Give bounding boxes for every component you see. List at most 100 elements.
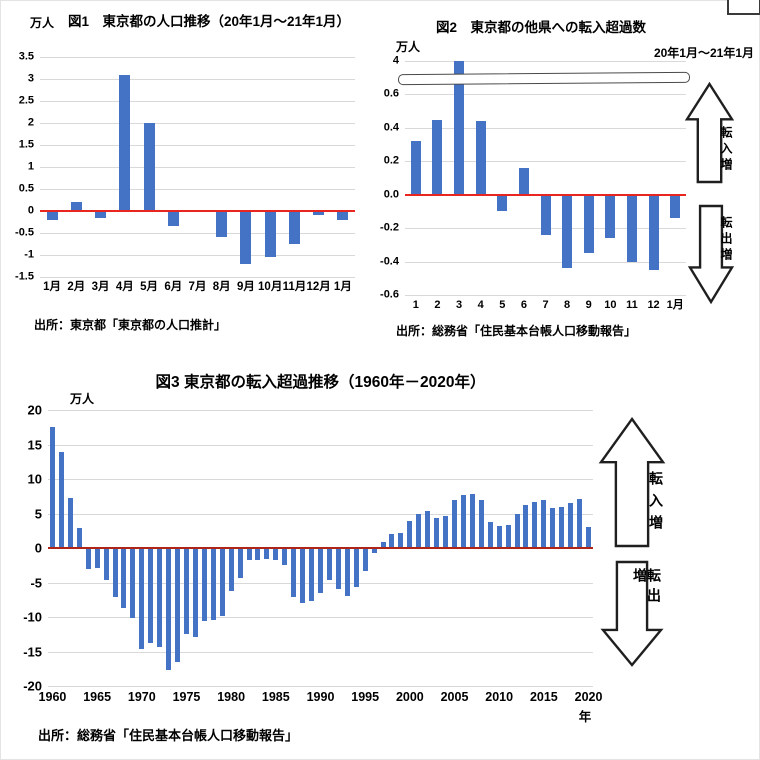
fig3-x-axis-unit: 年 bbox=[578, 710, 592, 724]
gridline bbox=[405, 161, 686, 163]
y-tick-label: 3.5 bbox=[18, 50, 34, 63]
bar-2016 bbox=[550, 507, 556, 548]
y-tick-label: -0.5 bbox=[15, 226, 34, 239]
bar-5月 bbox=[143, 123, 155, 211]
fig2-plot-area: 4 0.6 0.4 0.2 0.0 -0.2 -0.4 -0.6 1 2 3 4 5 6 7 8 9 10 11 12… bbox=[380, 55, 691, 311]
y-tick-label: 1.5 bbox=[18, 138, 34, 151]
bar-8 bbox=[562, 194, 573, 269]
fig2-subtitle: 20年1月～21年1月 bbox=[653, 46, 754, 60]
gridline bbox=[405, 94, 686, 96]
x-tick-label: 10 bbox=[604, 299, 617, 311]
corner-artifact-box bbox=[727, 0, 760, 15]
bar-1964 bbox=[85, 548, 91, 569]
y-tick-label: 2 bbox=[27, 116, 34, 129]
bar-2018 bbox=[568, 503, 574, 548]
gridline bbox=[405, 61, 686, 62]
bar-3 bbox=[454, 61, 465, 195]
x-tick-label: 2015 bbox=[529, 690, 558, 704]
bar-1月 bbox=[46, 211, 58, 220]
bar-1 bbox=[410, 141, 421, 195]
bar-5 bbox=[497, 194, 508, 212]
fig1-source: 出所：東京都「東京都の人口推計」 bbox=[34, 318, 227, 332]
gridline bbox=[40, 123, 355, 124]
bar-10月 bbox=[264, 211, 276, 258]
bar-1986 bbox=[282, 548, 288, 566]
x-tick-label: 10月 bbox=[258, 281, 283, 293]
x-tick-label: 1995 bbox=[351, 690, 380, 704]
bar-2月 bbox=[70, 202, 82, 211]
gridline bbox=[48, 651, 593, 653]
fig2-inflow-increase-arrow: 転入増 bbox=[687, 84, 732, 182]
x-tick-label: 7 bbox=[542, 299, 549, 311]
x-tick-label: 6 bbox=[520, 299, 527, 311]
gridline bbox=[48, 479, 593, 480]
y-tick-label: -1.5 bbox=[15, 270, 34, 283]
x-tick-label: 12月 bbox=[306, 281, 331, 293]
fig3-source: 出所：総務省「住民基本台帳人口移動報告」 bbox=[38, 728, 299, 743]
gridline bbox=[40, 255, 355, 256]
gridline bbox=[40, 167, 355, 168]
bar-1962 bbox=[67, 497, 73, 548]
bar-1994 bbox=[353, 548, 359, 587]
gridline bbox=[40, 145, 355, 146]
y-tick-label: 0 bbox=[27, 204, 34, 217]
bar-4 bbox=[475, 121, 486, 195]
gridline bbox=[405, 295, 686, 296]
bar-1978 bbox=[210, 548, 216, 621]
y-tick-label: 4 bbox=[392, 54, 399, 67]
bar-1996 bbox=[371, 548, 377, 553]
x-tick-label: 9月 bbox=[237, 281, 255, 293]
x-tick-label: 2000 bbox=[395, 690, 424, 704]
bar-12 bbox=[648, 194, 659, 270]
bar-1983 bbox=[255, 548, 261, 560]
bar-2013 bbox=[523, 504, 529, 548]
gridline bbox=[40, 277, 355, 278]
x-tick-label: 1990 bbox=[306, 690, 335, 704]
y-tick-label: -0.2 bbox=[380, 221, 399, 234]
fig3-plot-area: 20 15 10 5 0 -5 -10 -15 -20 1960 1965 1970 1975 1980 1… bbox=[23, 404, 602, 704]
zero-line bbox=[48, 547, 593, 549]
bar-1990 bbox=[318, 548, 323, 593]
fig3-outflow-increase-label: 転出増 bbox=[632, 568, 662, 609]
bar-2012 bbox=[514, 513, 520, 548]
gridline bbox=[40, 189, 355, 190]
fig3-inflow-increase-arrow: 転入増 bbox=[601, 419, 663, 546]
gridline bbox=[48, 444, 593, 446]
x-tick-label: 11 bbox=[626, 299, 638, 311]
bar-11月 bbox=[288, 211, 300, 244]
y-tick-label: -10 bbox=[23, 609, 42, 625]
x-tick-label: 1960 bbox=[38, 690, 67, 704]
gridline bbox=[405, 261, 686, 263]
bar-1月 bbox=[670, 194, 681, 219]
bar-1965 bbox=[94, 548, 100, 568]
bar-1971 bbox=[148, 548, 154, 644]
y-tick-label: 15 bbox=[27, 437, 42, 452]
x-tick-label: 1975 bbox=[172, 690, 201, 704]
bar-1992 bbox=[335, 548, 341, 590]
bar-1989 bbox=[309, 548, 315, 602]
bar-2011 bbox=[505, 524, 511, 548]
gridline bbox=[48, 410, 593, 411]
x-tick-label: 5月 bbox=[140, 281, 158, 293]
bar-8月 bbox=[216, 211, 228, 238]
x-tick-label: 2020 bbox=[574, 690, 603, 704]
x-tick-label: 4月 bbox=[115, 281, 134, 293]
bar-1984 bbox=[264, 548, 270, 560]
bar-2017 bbox=[559, 506, 565, 548]
y-tick-label: 0.0 bbox=[383, 188, 399, 201]
bar-2014 bbox=[532, 502, 538, 548]
x-tick-label: 2010 bbox=[485, 690, 514, 704]
bar-1987 bbox=[291, 548, 297, 597]
y-tick-label: -15 bbox=[23, 644, 42, 659]
bar-1993 bbox=[344, 548, 350, 597]
gridline bbox=[40, 57, 355, 58]
bar-1998 bbox=[389, 534, 395, 548]
bar-12月 bbox=[313, 211, 325, 216]
y-tick-label: 10 bbox=[27, 471, 42, 487]
fig3-outflow-increase-arrow: 転出増 bbox=[603, 562, 661, 665]
y-tick-label: -20 bbox=[23, 678, 42, 694]
fig3-inflow-increase-label: 転入増 bbox=[648, 471, 664, 538]
gridline bbox=[405, 127, 686, 129]
y-tick-label: -0.6 bbox=[380, 288, 399, 301]
